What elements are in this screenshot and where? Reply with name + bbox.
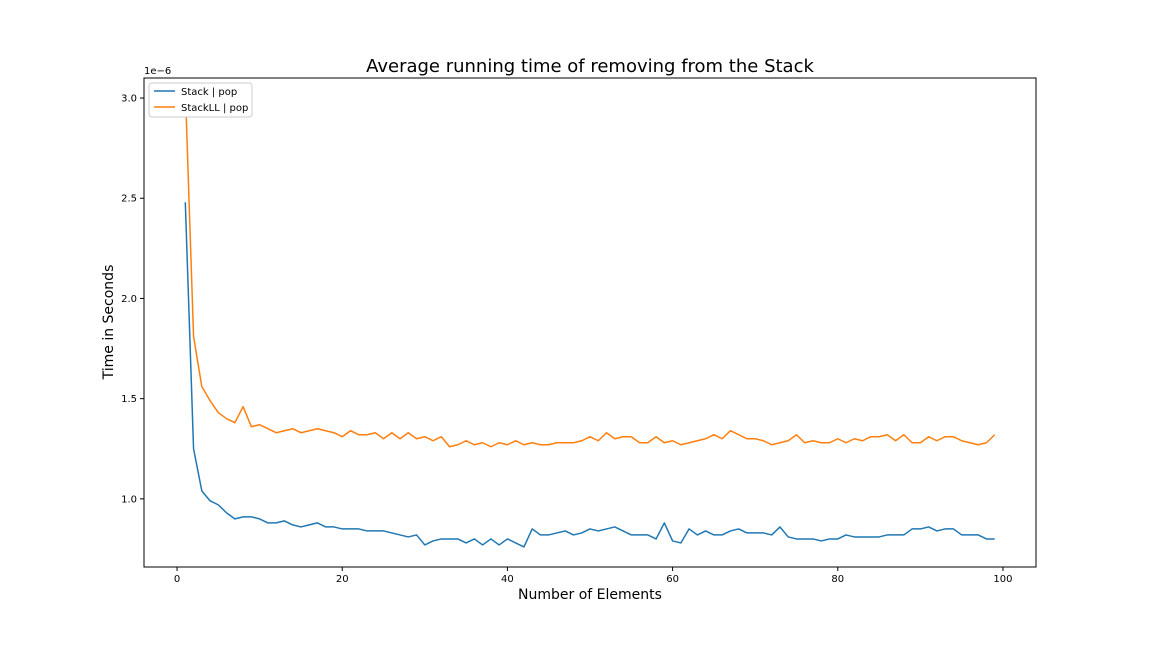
y-offset-label: 1e−6 [144, 66, 171, 77]
legend: Stack | pop StackLL | pop [148, 82, 253, 118]
x-tick-label: 60 [666, 574, 679, 585]
plot-area-frame [143, 77, 1037, 568]
y-axis-label: Time in Seconds [101, 265, 117, 381]
axis-ticks: 0 20 40 60 80 100 1.0 1.5 2.0 2.5 3.0 [121, 94, 1012, 585]
plot-lines [184, 87, 996, 548]
x-axis-label: Number of Elements [518, 587, 662, 603]
x-tick-label: 0 [174, 574, 180, 585]
chart-title: Average running time of removing from th… [366, 56, 814, 77]
y-tick-label: 3.0 [121, 94, 137, 105]
x-tick-label: 40 [501, 574, 514, 585]
x-tick-label: 20 [336, 574, 349, 585]
y-tick-label: 2.0 [121, 294, 137, 305]
x-tick-label: 80 [831, 574, 844, 585]
x-tick-label: 100 [993, 574, 1012, 585]
y-tick-label: 1.0 [121, 494, 137, 505]
series-line-stack [184, 202, 995, 548]
legend-label-stack: Stack | pop [181, 87, 237, 98]
y-tick-label: 1.5 [121, 394, 137, 405]
y-tick-label: 2.5 [121, 194, 137, 205]
series-line-stackll [184, 87, 996, 448]
legend-label-stackll: StackLL | pop [181, 103, 248, 114]
